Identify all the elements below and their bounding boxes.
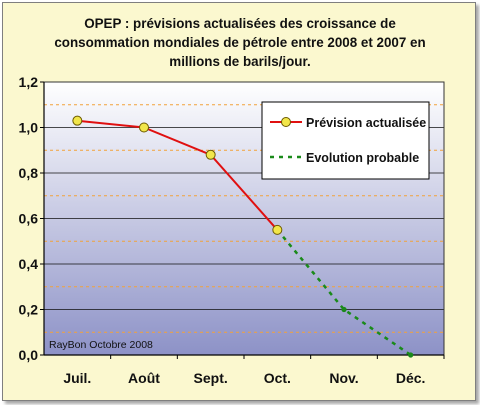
data-point-prevision xyxy=(72,115,83,126)
y-tick-label: 0,8 xyxy=(19,165,39,181)
legend-box xyxy=(261,101,430,180)
y-tick-label: 0,4 xyxy=(19,256,39,272)
y-tick-label: 0,0 xyxy=(19,347,39,363)
x-tick-label: Oct. xyxy=(264,370,291,386)
legend-label-prevision: Prévision actualisée xyxy=(306,116,426,130)
legend: Prévision actualisée Evolution probable xyxy=(261,101,430,180)
title-line-3: millions de barils/jour. xyxy=(169,54,311,69)
legend-marker-prevision xyxy=(281,117,291,127)
data-point-prevision xyxy=(139,122,149,133)
title-line-2: consommation mondiales de pétrole entre … xyxy=(54,35,426,50)
data-point-prevision xyxy=(205,149,216,160)
x-tick-label: Déc. xyxy=(396,370,426,386)
legend-label-evolution: Evolution probable xyxy=(306,151,419,165)
data-point-prevision xyxy=(272,224,283,235)
series-line-prevision xyxy=(77,119,279,231)
y-tick-label: 0,2 xyxy=(19,302,39,318)
data-point-evolution xyxy=(341,306,347,313)
y-tick-label: 1,2 xyxy=(19,74,39,90)
y-tick-label: 1,0 xyxy=(19,120,39,136)
x-tick-label: Août xyxy=(128,370,160,386)
credit-label: RayBon Octobre 2008 xyxy=(49,339,153,351)
x-tick-label: Nov. xyxy=(329,370,358,386)
chart-title: OPEP : prévisions actualisées des croiss… xyxy=(0,14,480,71)
data-point-evolution xyxy=(408,352,414,358)
y-tick-label: 0,6 xyxy=(19,211,39,227)
title-line-1: OPEP : prévisions actualisées des croiss… xyxy=(84,16,396,31)
x-tick-label: Juil. xyxy=(63,370,91,386)
x-tick-label: Sept. xyxy=(194,370,228,386)
